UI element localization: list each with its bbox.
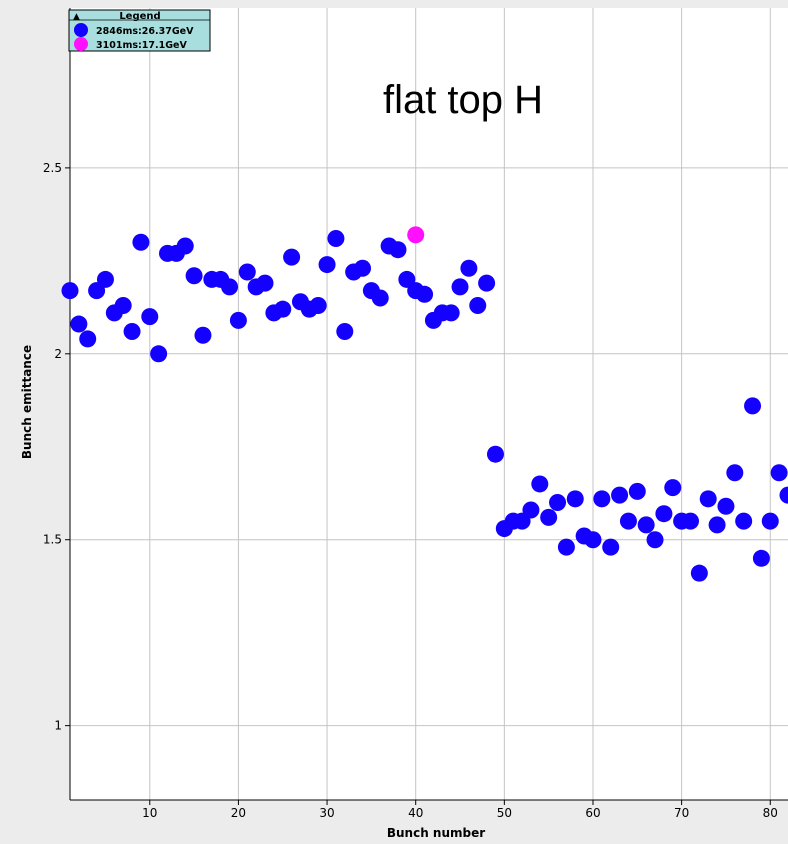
data-point-series-1 [619, 512, 637, 530]
data-point-series-1 [123, 322, 141, 340]
data-point-series-2 [407, 226, 425, 244]
legend-marker-series-1 [74, 23, 88, 37]
data-point-series-1 [744, 397, 762, 415]
y-tick-label: 1 [54, 719, 62, 733]
legend[interactable]: ▲ Legend 2846ms:26.37GeV 3101ms:17.1GeV [68, 9, 211, 52]
data-point-series-1 [114, 296, 132, 314]
data-point-series-1 [584, 531, 602, 549]
data-points [61, 226, 788, 582]
data-point-series-1 [540, 508, 558, 526]
y-tick-label: 2.5 [43, 161, 62, 175]
x-tick-label: 70 [674, 806, 689, 820]
data-point-series-1 [150, 345, 168, 363]
data-point-series-1 [726, 464, 744, 482]
data-point-series-1 [61, 282, 79, 300]
data-point-series-1 [371, 289, 389, 307]
data-point-series-1 [141, 308, 159, 326]
data-point-series-1 [690, 564, 708, 582]
data-point-series-1 [549, 494, 567, 512]
data-point-series-1 [699, 490, 717, 508]
data-point-series-1 [256, 274, 274, 292]
data-point-series-1 [557, 538, 575, 556]
x-axis-ticks: 10 20 30 40 50 60 70 80 [142, 800, 778, 820]
data-point-series-1 [752, 549, 770, 567]
data-point-series-1 [628, 482, 646, 500]
x-tick-label: 40 [408, 806, 423, 820]
data-point-series-1 [779, 486, 788, 504]
data-point-series-1 [194, 326, 212, 344]
data-point-series-1 [478, 274, 496, 292]
x-tick-label: 60 [585, 806, 600, 820]
data-point-series-1 [602, 538, 620, 556]
x-tick-label: 20 [231, 806, 246, 820]
data-point-series-1 [469, 296, 487, 314]
y-tick-label: 2 [54, 347, 62, 361]
data-point-series-1 [735, 512, 753, 530]
data-point-series-1 [132, 233, 150, 251]
data-point-series-1 [389, 241, 407, 259]
data-point-series-1 [283, 248, 301, 266]
data-point-series-1 [238, 263, 256, 281]
data-point-series-1 [708, 516, 726, 534]
grid-lines [70, 8, 788, 800]
y-axis-ticks: 1 1.5 2 2.5 [43, 161, 70, 733]
data-point-series-1 [522, 501, 540, 519]
y-axis-title: Bunch emittance [20, 345, 34, 459]
data-point-series-1 [416, 285, 434, 303]
y-tick-label: 1.5 [43, 533, 62, 547]
legend-box [68, 9, 211, 52]
data-point-series-1 [593, 490, 611, 508]
x-axis-title: Bunch number [387, 826, 485, 840]
data-point-series-1 [221, 278, 239, 296]
legend-title: Legend [119, 11, 160, 22]
data-point-series-1 [681, 512, 699, 530]
legend-label-series-1: 2846ms:26.37GeV [96, 26, 194, 37]
plot-area [70, 8, 788, 800]
data-point-series-1 [96, 270, 114, 288]
data-point-series-1 [442, 304, 460, 322]
data-point-series-1 [611, 486, 629, 504]
data-point-series-1 [637, 516, 655, 534]
legend-marker-series-2 [74, 37, 88, 51]
data-point-series-1 [486, 445, 504, 463]
legend-collapse-icon[interactable]: ▲ [73, 12, 80, 22]
x-tick-label: 50 [497, 806, 512, 820]
data-point-series-1 [646, 531, 664, 549]
data-point-series-1 [176, 237, 194, 255]
data-point-series-1 [185, 267, 203, 285]
data-point-series-1 [229, 311, 247, 329]
data-point-series-1 [327, 230, 345, 248]
data-point-series-1 [460, 259, 478, 277]
x-tick-label: 80 [763, 806, 778, 820]
data-point-series-1 [318, 256, 336, 274]
data-point-series-1 [531, 475, 549, 493]
data-point-series-1 [664, 479, 682, 497]
x-tick-label: 30 [319, 806, 334, 820]
data-point-series-1 [79, 330, 97, 348]
data-point-series-1 [761, 512, 779, 530]
data-point-series-1 [336, 322, 354, 340]
data-point-series-1 [70, 315, 88, 333]
x-tick-label: 10 [142, 806, 157, 820]
data-point-series-1 [354, 259, 372, 277]
data-point-series-1 [655, 505, 673, 523]
data-point-series-1 [770, 464, 788, 482]
data-point-series-1 [451, 278, 469, 296]
data-point-series-1 [717, 497, 735, 515]
annotation-text: flat top H [383, 78, 543, 122]
data-point-series-1 [566, 490, 584, 508]
data-point-series-1 [274, 300, 292, 318]
data-point-series-1 [309, 296, 327, 314]
legend-label-series-2: 3101ms:17.1GeV [96, 40, 187, 51]
